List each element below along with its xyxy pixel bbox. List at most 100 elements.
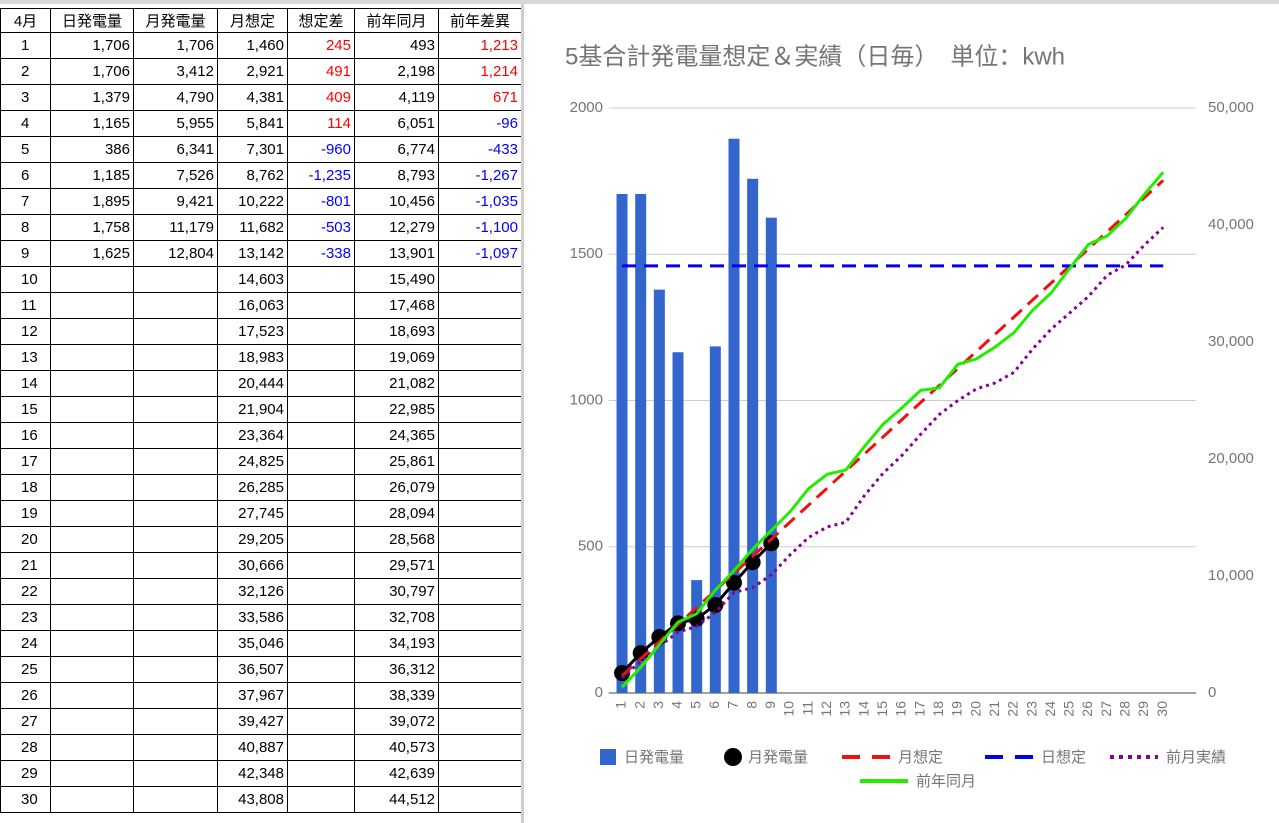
cell[interactable]: 5,955 (133, 110, 218, 137)
cell[interactable] (438, 422, 522, 449)
cell[interactable]: 37,967 (217, 682, 288, 709)
cell[interactable] (287, 500, 355, 527)
cell[interactable]: 4,381 (217, 84, 288, 111)
cell[interactable]: 18,983 (217, 344, 288, 371)
cell[interactable]: 13 (0, 344, 51, 371)
cell[interactable]: 493 (354, 32, 439, 59)
cell[interactable] (438, 760, 522, 787)
cell[interactable]: 6 (0, 162, 51, 189)
cell[interactable]: 1,625 (50, 240, 134, 267)
cell[interactable]: 4 (0, 110, 51, 137)
cell[interactable] (438, 370, 522, 397)
cell[interactable] (133, 578, 218, 605)
cell[interactable] (50, 578, 134, 605)
cell[interactable] (287, 396, 355, 423)
cell[interactable]: -1,267 (438, 162, 522, 189)
cell[interactable] (50, 318, 134, 345)
cell[interactable] (287, 474, 355, 501)
cell[interactable] (133, 266, 218, 293)
cell[interactable]: 409 (287, 84, 355, 111)
cell[interactable] (438, 318, 522, 345)
cell[interactable] (133, 396, 218, 423)
cell[interactable] (287, 526, 355, 553)
cell[interactable]: 42,639 (354, 760, 439, 787)
cell[interactable]: 2,921 (217, 58, 288, 85)
cell[interactable]: -1,235 (287, 162, 355, 189)
header-cell[interactable]: 日発電量 (50, 8, 134, 33)
cell[interactable]: 1,165 (50, 110, 134, 137)
cell[interactable]: 15,490 (354, 266, 439, 293)
cell[interactable]: 34,193 (354, 630, 439, 657)
cell[interactable] (133, 630, 218, 657)
cell[interactable]: 114 (287, 110, 355, 137)
cell[interactable]: 16 (0, 422, 51, 449)
cell[interactable] (438, 656, 522, 683)
cell[interactable]: 6,051 (354, 110, 439, 137)
cell[interactable]: 11,682 (217, 214, 288, 241)
cell[interactable]: 1,213 (438, 32, 522, 59)
cell[interactable]: 40,887 (217, 734, 288, 761)
cell[interactable]: 39,072 (354, 708, 439, 735)
cell[interactable]: 18,693 (354, 318, 439, 345)
cell[interactable]: 39,427 (217, 708, 288, 735)
cell[interactable]: 4,119 (354, 84, 439, 111)
cell[interactable]: 11,179 (133, 214, 218, 241)
cell[interactable] (50, 370, 134, 397)
cell[interactable]: 30 (0, 786, 51, 813)
cell[interactable]: 671 (438, 84, 522, 111)
cell[interactable]: 35,046 (217, 630, 288, 657)
cell[interactable]: 44,512 (354, 786, 439, 813)
cell[interactable]: 24,365 (354, 422, 439, 449)
cell[interactable] (133, 604, 218, 631)
cell[interactable]: -1,100 (438, 214, 522, 241)
cell[interactable]: 7,526 (133, 162, 218, 189)
header-cell[interactable]: 月発電量 (133, 8, 218, 33)
cell[interactable]: 13,901 (354, 240, 439, 267)
cell[interactable]: 21,904 (217, 396, 288, 423)
cell[interactable]: 1,185 (50, 162, 134, 189)
cell[interactable] (438, 500, 522, 527)
cell[interactable] (133, 422, 218, 449)
cell[interactable]: 12 (0, 318, 51, 345)
cell[interactable]: 2,198 (354, 58, 439, 85)
cell[interactable] (50, 760, 134, 787)
cell[interactable] (287, 760, 355, 787)
header-cell[interactable]: 月想定 (217, 8, 288, 33)
cell[interactable]: 36,312 (354, 656, 439, 683)
cell[interactable]: 17 (0, 448, 51, 475)
cell[interactable] (438, 786, 522, 813)
cell[interactable] (50, 734, 134, 761)
cell[interactable]: 2 (0, 58, 51, 85)
cell[interactable]: 17,468 (354, 292, 439, 319)
cell[interactable]: 38,339 (354, 682, 439, 709)
cell[interactable]: 10,456 (354, 188, 439, 215)
cell[interactable]: 23 (0, 604, 51, 631)
cell[interactable]: -801 (287, 188, 355, 215)
cell[interactable] (50, 292, 134, 319)
cell[interactable]: 17,523 (217, 318, 288, 345)
cell[interactable]: -338 (287, 240, 355, 267)
cell[interactable]: 20 (0, 526, 51, 553)
header-cell[interactable]: 4月 (0, 8, 51, 33)
cell[interactable]: 1,758 (50, 214, 134, 241)
cell[interactable]: 25 (0, 656, 51, 683)
cell[interactable]: 33,586 (217, 604, 288, 631)
cell[interactable] (438, 396, 522, 423)
cell[interactable] (287, 318, 355, 345)
cell[interactable] (50, 526, 134, 553)
cell[interactable]: 8,762 (217, 162, 288, 189)
cell[interactable] (50, 474, 134, 501)
cell[interactable] (50, 682, 134, 709)
cell[interactable] (287, 682, 355, 709)
cell[interactable]: 36,507 (217, 656, 288, 683)
cell[interactable]: 32,708 (354, 604, 439, 631)
cell[interactable]: -503 (287, 214, 355, 241)
cell[interactable]: 18 (0, 474, 51, 501)
cell[interactable] (133, 318, 218, 345)
cell[interactable] (50, 786, 134, 813)
cell[interactable]: 26,079 (354, 474, 439, 501)
cell[interactable]: 1 (0, 32, 51, 59)
cell[interactable]: 8,793 (354, 162, 439, 189)
cell[interactable]: 12,804 (133, 240, 218, 267)
cell[interactable]: 4,790 (133, 84, 218, 111)
